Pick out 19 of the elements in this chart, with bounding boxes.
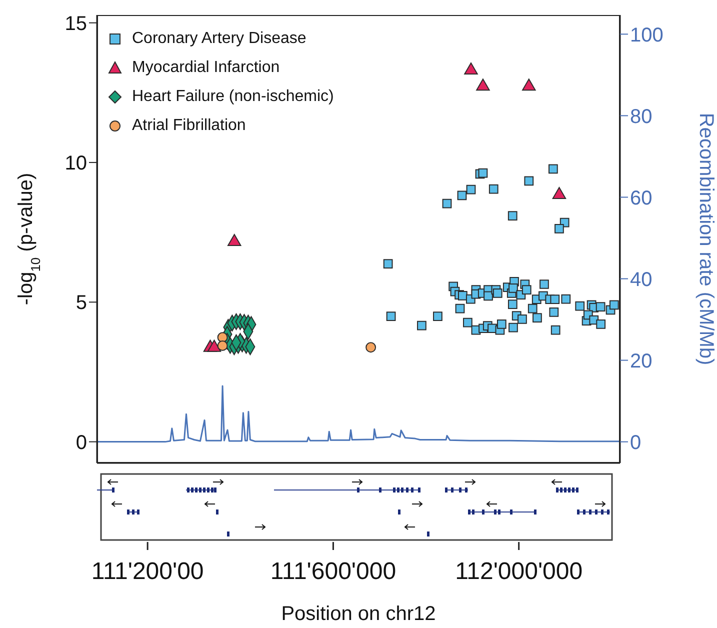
y2-tick-label: 40 — [630, 268, 652, 291]
y2-tick-label: 100 — [630, 24, 664, 46]
y2-tick-label: 20 — [630, 350, 652, 372]
y2-tick-label: 60 — [630, 187, 652, 210]
x-tick-label: 111'600'000 — [270, 558, 396, 585]
y2-axis-title: Recombination rate (cM/Mb) — [695, 112, 717, 366]
legend-label: Coronary Artery Disease — [132, 29, 306, 49]
legend-label: Atrial Fibrillation — [132, 116, 246, 136]
legend-label: Heart Failure (non-ischemic) — [132, 87, 334, 107]
legend-label: Myocardial Infarction — [132, 58, 280, 78]
y-tick-label: 0 — [76, 432, 87, 454]
x-tick-label: 111'200'00 — [91, 558, 204, 585]
y2-tick-label: 80 — [630, 106, 652, 128]
y2-tick-label: 0 — [630, 432, 642, 454]
y-tick-label: 10 — [64, 152, 87, 175]
x-axis-title: Position on chr12 — [281, 603, 436, 625]
x-tick-label: 112'000'000 — [455, 558, 583, 585]
y-tick-label: 15 — [64, 12, 87, 35]
y-tick-label: 5 — [76, 292, 87, 314]
